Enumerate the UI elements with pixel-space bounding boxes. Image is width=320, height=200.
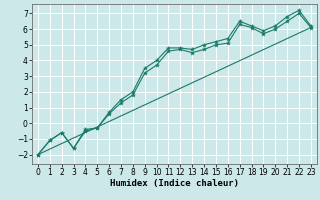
X-axis label: Humidex (Indice chaleur): Humidex (Indice chaleur) <box>110 179 239 188</box>
